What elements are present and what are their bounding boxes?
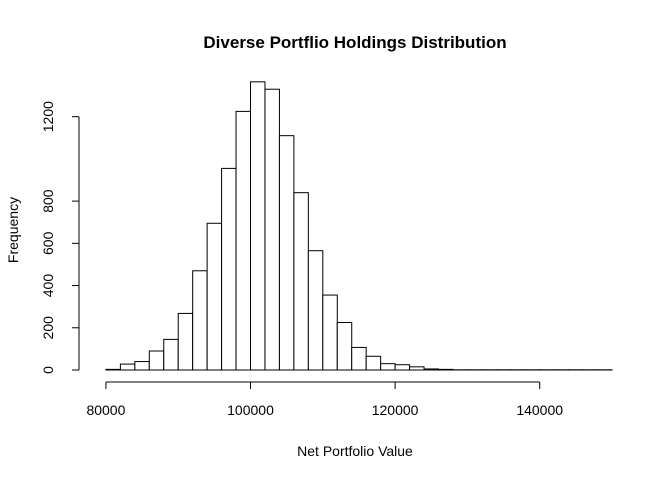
histogram-bar	[409, 366, 425, 371]
y-tick-label: 200	[40, 316, 56, 340]
histogram-bar	[235, 110, 252, 371]
histogram-bar	[206, 222, 223, 371]
histogram-bar	[278, 135, 295, 371]
histogram-bar	[437, 368, 454, 371]
histogram-bar	[177, 312, 194, 371]
y-tick-label: 400	[40, 274, 56, 298]
y-tick-label: 800	[40, 189, 56, 213]
y-tick-label: 1200	[40, 101, 56, 132]
y-tick-label: 600	[40, 231, 56, 255]
x-tick-label: 80000	[86, 402, 125, 418]
histogram-bar	[423, 368, 439, 371]
histogram-bar	[307, 250, 324, 371]
histogram-bar	[351, 346, 367, 371]
y-tick-label: 0	[40, 366, 56, 374]
histogram-bar	[394, 364, 411, 371]
x-axis-label: Net Portfolio Value	[297, 443, 413, 459]
histogram-bar	[380, 363, 396, 371]
y-axis-label: Frequency	[5, 197, 21, 263]
chart-title: Diverse Portflio Holdings Distribution	[203, 33, 506, 52]
histogram-bar	[221, 167, 237, 371]
histogram-bar	[365, 355, 382, 371]
histogram-bar	[148, 350, 165, 371]
histogram-bar	[293, 192, 309, 371]
y-axis: 0 200 400 600 800 1200	[40, 101, 80, 374]
x-axis: 80000 100000 120000 140000	[86, 381, 563, 418]
histogram-bar	[119, 363, 136, 371]
histogram-bar	[134, 361, 150, 371]
histogram-bar	[163, 338, 179, 371]
histogram-bar	[192, 270, 208, 371]
x-tick-label: 120000	[372, 402, 419, 418]
x-tick-label: 100000	[227, 402, 274, 418]
bars-group	[105, 81, 613, 371]
histogram-bar	[322, 294, 338, 371]
histogram-bar	[250, 81, 266, 371]
x-tick-label: 140000	[516, 402, 563, 418]
histogram-bar	[264, 88, 280, 371]
histogram-bar	[105, 368, 121, 371]
histogram-bar	[336, 322, 353, 371]
